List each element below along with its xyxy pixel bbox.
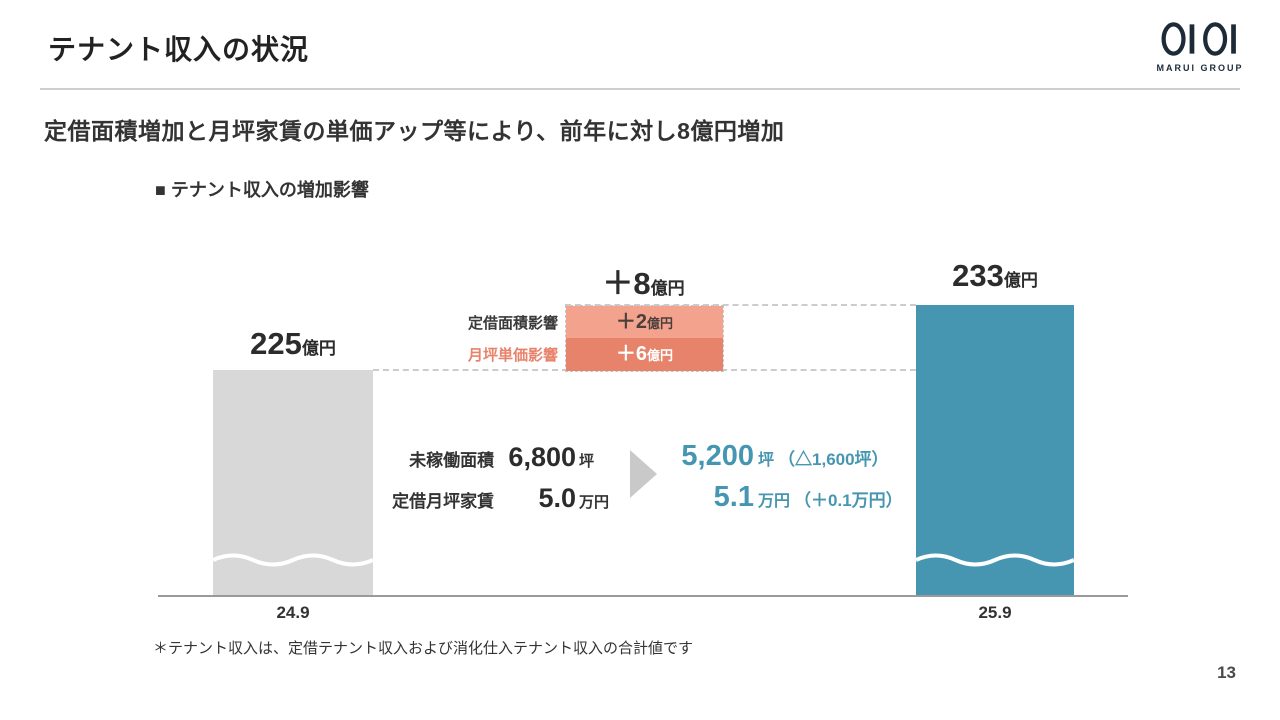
delta-area-unit: 億円 <box>647 316 674 331</box>
footnote: ＊テナント収入は、定借テナント収入および消化仕入テナント収入の合計値です <box>153 640 694 657</box>
metric-after-unit: 万円 <box>758 493 791 510</box>
dashed-line-233-level <box>565 304 916 306</box>
delta-area-value: ＋2 <box>615 311 648 333</box>
axis-break-wave <box>916 553 1074 567</box>
marui-logo-text: MARUI GROUP <box>1156 63 1244 73</box>
delta-price-unit: 億円 <box>647 348 674 363</box>
bar-prior-year <box>213 370 373 595</box>
x-label-current: 25.9 <box>978 603 1012 622</box>
delta-stack: ＋2億円 ＋6億円 <box>565 305 724 372</box>
marui-logo: MARUI GROUP <box>1150 22 1250 73</box>
x-label-prior: 24.9 <box>276 603 310 622</box>
metric-after-rent: 5.1 万円 （＋0.1万円） <box>672 481 903 514</box>
metric-after-note: （△1,600坪） <box>778 450 889 469</box>
title-divider <box>40 88 1240 90</box>
segment-label-area: 定借面積影響 <box>467 315 558 332</box>
current-unit: 億円 <box>1003 271 1038 290</box>
prior-value: 225 <box>250 326 302 361</box>
marui-logo-mark <box>1161 22 1236 56</box>
metric-after-unit: 坪 <box>758 452 775 469</box>
page-title: テナント収入の状況 <box>48 34 310 65</box>
metric-after-value: 5.1 <box>713 481 754 513</box>
value-label-prior: 225億円 <box>213 326 373 362</box>
value-label-delta-total: ＋8億円 <box>565 258 722 303</box>
metric-before-value: 5.0 <box>538 483 576 513</box>
delta-total-value: ＋8 <box>602 266 651 301</box>
metric-before-value: 6,800 <box>508 442 576 472</box>
right-arrow-icon <box>630 450 657 498</box>
segment-label-unit-price: 月坪単価影響 <box>467 347 558 364</box>
metric-before-unit: 坪 <box>579 453 595 470</box>
delta-total-unit: 億円 <box>650 279 685 298</box>
value-label-current: 233億円 <box>916 258 1074 294</box>
delta-segment-unit-price: ＋6億円 <box>566 338 723 371</box>
prior-unit: 億円 <box>301 339 336 358</box>
metric-after-value: 5,200 <box>681 440 754 472</box>
bar-current-year <box>916 305 1074 595</box>
current-value: 233 <box>952 258 1004 293</box>
metric-row-idle-area: 未稼働面積 6,800 坪 <box>383 442 618 473</box>
metric-before-unit: 万円 <box>579 494 610 511</box>
x-axis-line <box>158 595 1128 597</box>
delta-price-value: ＋6 <box>615 343 648 365</box>
metric-after-note: （＋0.1万円） <box>794 491 903 510</box>
delta-segment-area: ＋2億円 <box>566 306 723 338</box>
page-number: 13 <box>1217 663 1236 682</box>
metric-after-idle-area: 5,200 坪 （△1,600坪） <box>672 440 889 473</box>
slide-subtitle: 定借面積増加と月坪家賃の単価アップ等により、前年に対し8億円増加 <box>44 118 785 144</box>
metric-name: 未稼働面積 <box>409 451 495 470</box>
metric-name: 定借月坪家賃 <box>392 492 495 511</box>
metric-row-rent: 定借月坪家賃 5.0 万円 <box>383 483 618 514</box>
chart-section-heading: ■ テナント収入の増加影響 <box>155 180 369 200</box>
axis-break-wave <box>213 553 373 567</box>
